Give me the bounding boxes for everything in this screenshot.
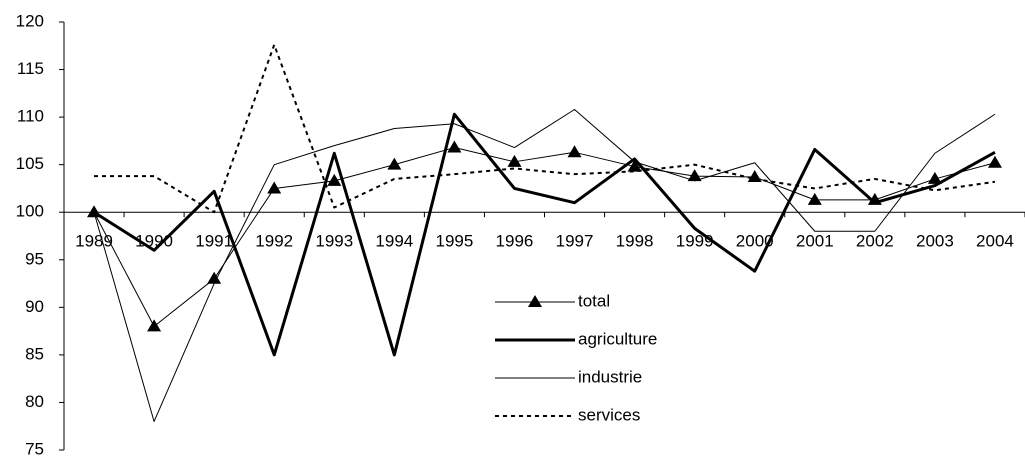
point-marker <box>627 159 642 172</box>
y-tick-label: 85 <box>25 344 44 363</box>
point-marker <box>807 192 822 205</box>
y-tick-label: 120 <box>16 11 44 30</box>
point-marker <box>447 140 462 153</box>
x-tick-label: 1999 <box>676 232 714 251</box>
point-marker <box>207 271 222 284</box>
y-tick-label: 95 <box>25 249 44 268</box>
x-tick-label: 2003 <box>916 232 954 251</box>
point-marker <box>387 157 402 170</box>
point-marker <box>747 170 762 183</box>
point-marker <box>687 169 702 182</box>
y-tick-label: 75 <box>25 439 44 458</box>
series-line <box>93 109 996 422</box>
x-tick-label: 2001 <box>796 232 834 251</box>
x-tick-label: 1998 <box>616 232 654 251</box>
y-tick-label: 115 <box>17 59 44 78</box>
point-marker <box>267 181 282 194</box>
point-marker <box>987 155 1002 168</box>
legend-label: services <box>578 405 640 424</box>
point-marker <box>147 319 162 332</box>
x-tick-label: 1993 <box>315 232 353 251</box>
x-tick-label: 2004 <box>976 232 1014 251</box>
legend-label: industrie <box>578 367 642 386</box>
y-tick-label: 110 <box>17 107 44 126</box>
x-tick-label: 2000 <box>736 232 774 251</box>
x-tick-label: 1989 <box>75 232 113 251</box>
legend-label: agriculture <box>578 329 657 348</box>
point-marker <box>927 171 942 184</box>
x-tick-label: 2002 <box>856 232 894 251</box>
x-tick-label: 1995 <box>435 232 473 251</box>
x-tick-label: 1992 <box>255 232 293 251</box>
point-marker <box>567 145 582 158</box>
x-tick-label: 1997 <box>556 232 594 251</box>
y-tick-label: 105 <box>16 154 44 173</box>
series-line <box>93 147 996 327</box>
x-tick-label: 1996 <box>496 232 534 251</box>
x-tick-label: 1991 <box>195 232 233 251</box>
point-marker <box>327 173 342 186</box>
point-marker <box>507 154 522 167</box>
series-line <box>94 43 996 214</box>
x-tick-label: 1994 <box>375 232 413 251</box>
y-tick-label: 90 <box>25 297 44 316</box>
legend-label: total <box>578 291 610 310</box>
y-tick-label: 80 <box>25 392 44 411</box>
legend-marker <box>528 295 542 307</box>
y-tick-label: 100 <box>16 202 44 221</box>
series-line <box>93 112 996 357</box>
